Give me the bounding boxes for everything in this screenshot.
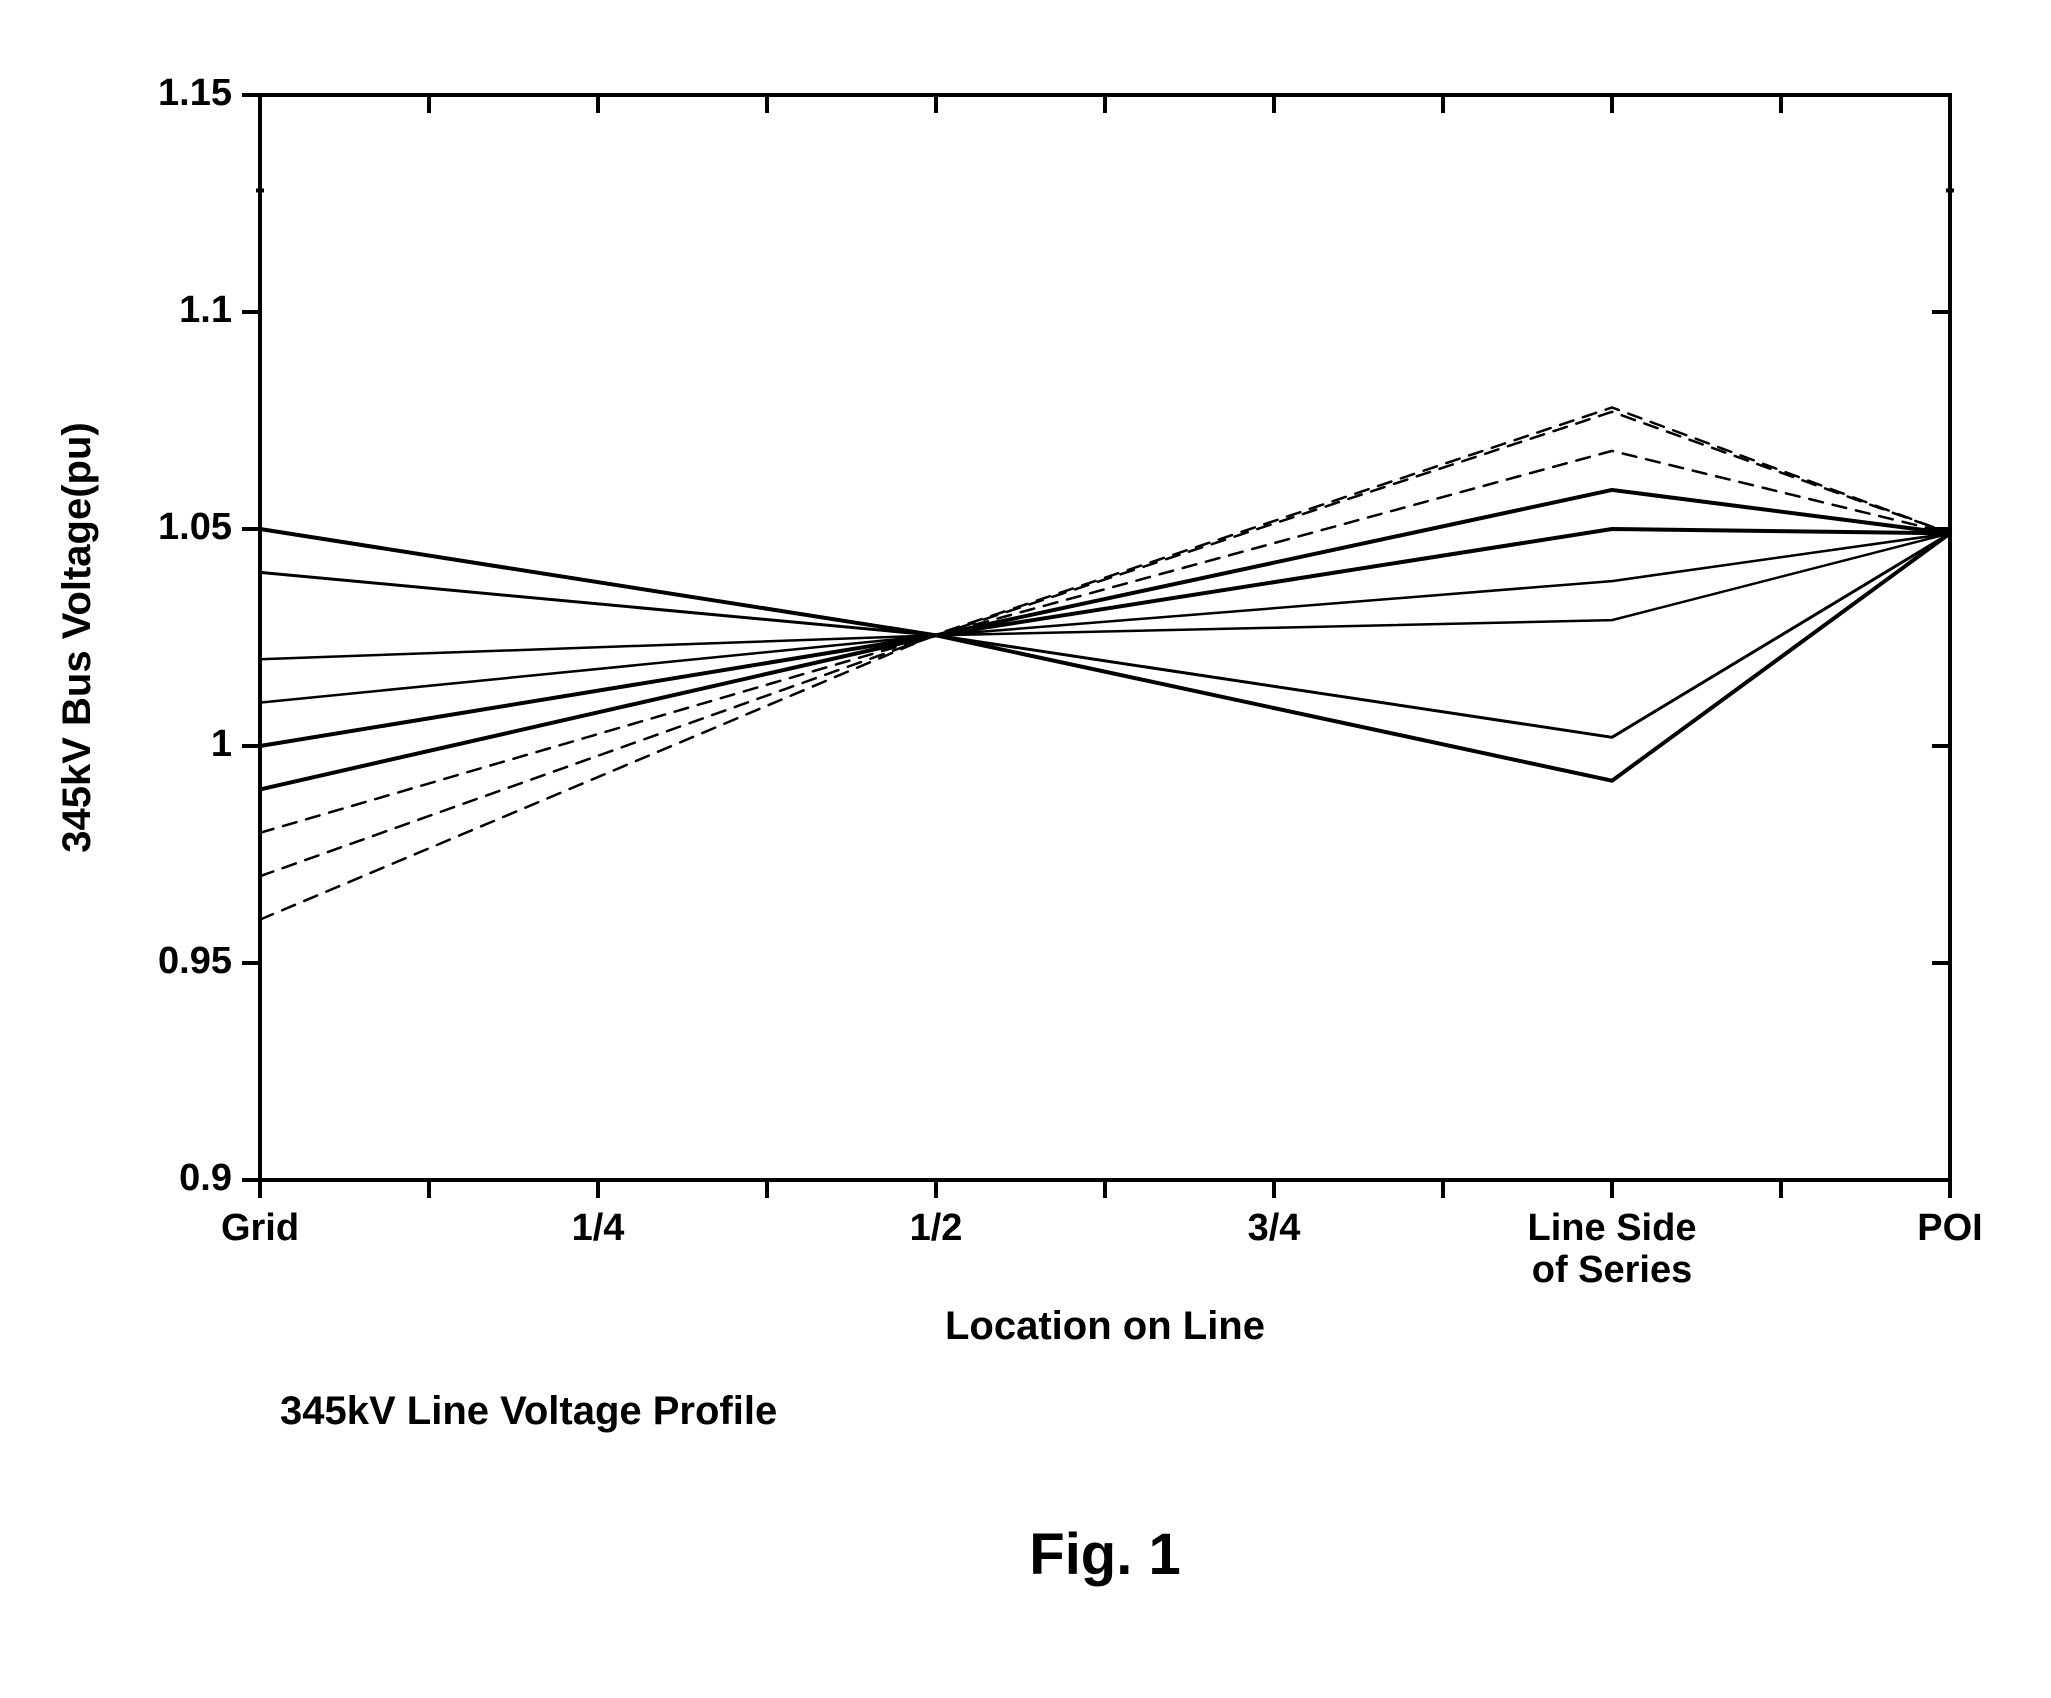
series-line bbox=[260, 490, 1950, 789]
series-line bbox=[260, 529, 1950, 781]
y-axis-label: 345kV Bus Voltage(pu) bbox=[55, 422, 99, 852]
x-tick-label: 1/2 bbox=[910, 1207, 963, 1249]
y-tick-label: 0.95 bbox=[158, 940, 232, 982]
series-line bbox=[260, 529, 1950, 746]
page: 0.9 0.95 1 1.05 1.1 1.15 Grid 1/4 1/2 3/4 Line Sid… bbox=[0, 0, 2051, 1698]
chart-subtitle: 345kV Line Voltage Profile bbox=[280, 1389, 777, 1433]
x-tick-label: 3/4 bbox=[1248, 1207, 1301, 1249]
x-tick-label: 1/4 bbox=[572, 1207, 625, 1249]
y-tick-label: 1.05 bbox=[158, 506, 232, 548]
y-tick-label: 1.15 bbox=[158, 72, 232, 114]
series-line bbox=[260, 451, 1950, 833]
series-line bbox=[260, 407, 1950, 919]
x-axis-label: Location on Line bbox=[945, 1304, 1265, 1348]
x-tick-label: Grid bbox=[221, 1207, 299, 1249]
series-line bbox=[260, 533, 1950, 737]
x-tick-label: POI bbox=[1917, 1207, 1982, 1249]
line-chart: 0.9 0.95 1 1.05 1.1 1.15 Grid 1/4 1/2 3/4 Line Sid… bbox=[0, 0, 2051, 1698]
x-tick-label: Line Sideof Series bbox=[1528, 1207, 1697, 1291]
y-tick-label: 1.1 bbox=[179, 289, 232, 331]
series-line bbox=[260, 412, 1950, 876]
figure-caption: Fig. 1 bbox=[1029, 1522, 1180, 1587]
plot-border bbox=[260, 95, 1950, 1180]
y-tick-label: 1 bbox=[211, 723, 232, 765]
y-tick-label: 0.9 bbox=[179, 1157, 232, 1199]
series-line bbox=[260, 533, 1950, 702]
